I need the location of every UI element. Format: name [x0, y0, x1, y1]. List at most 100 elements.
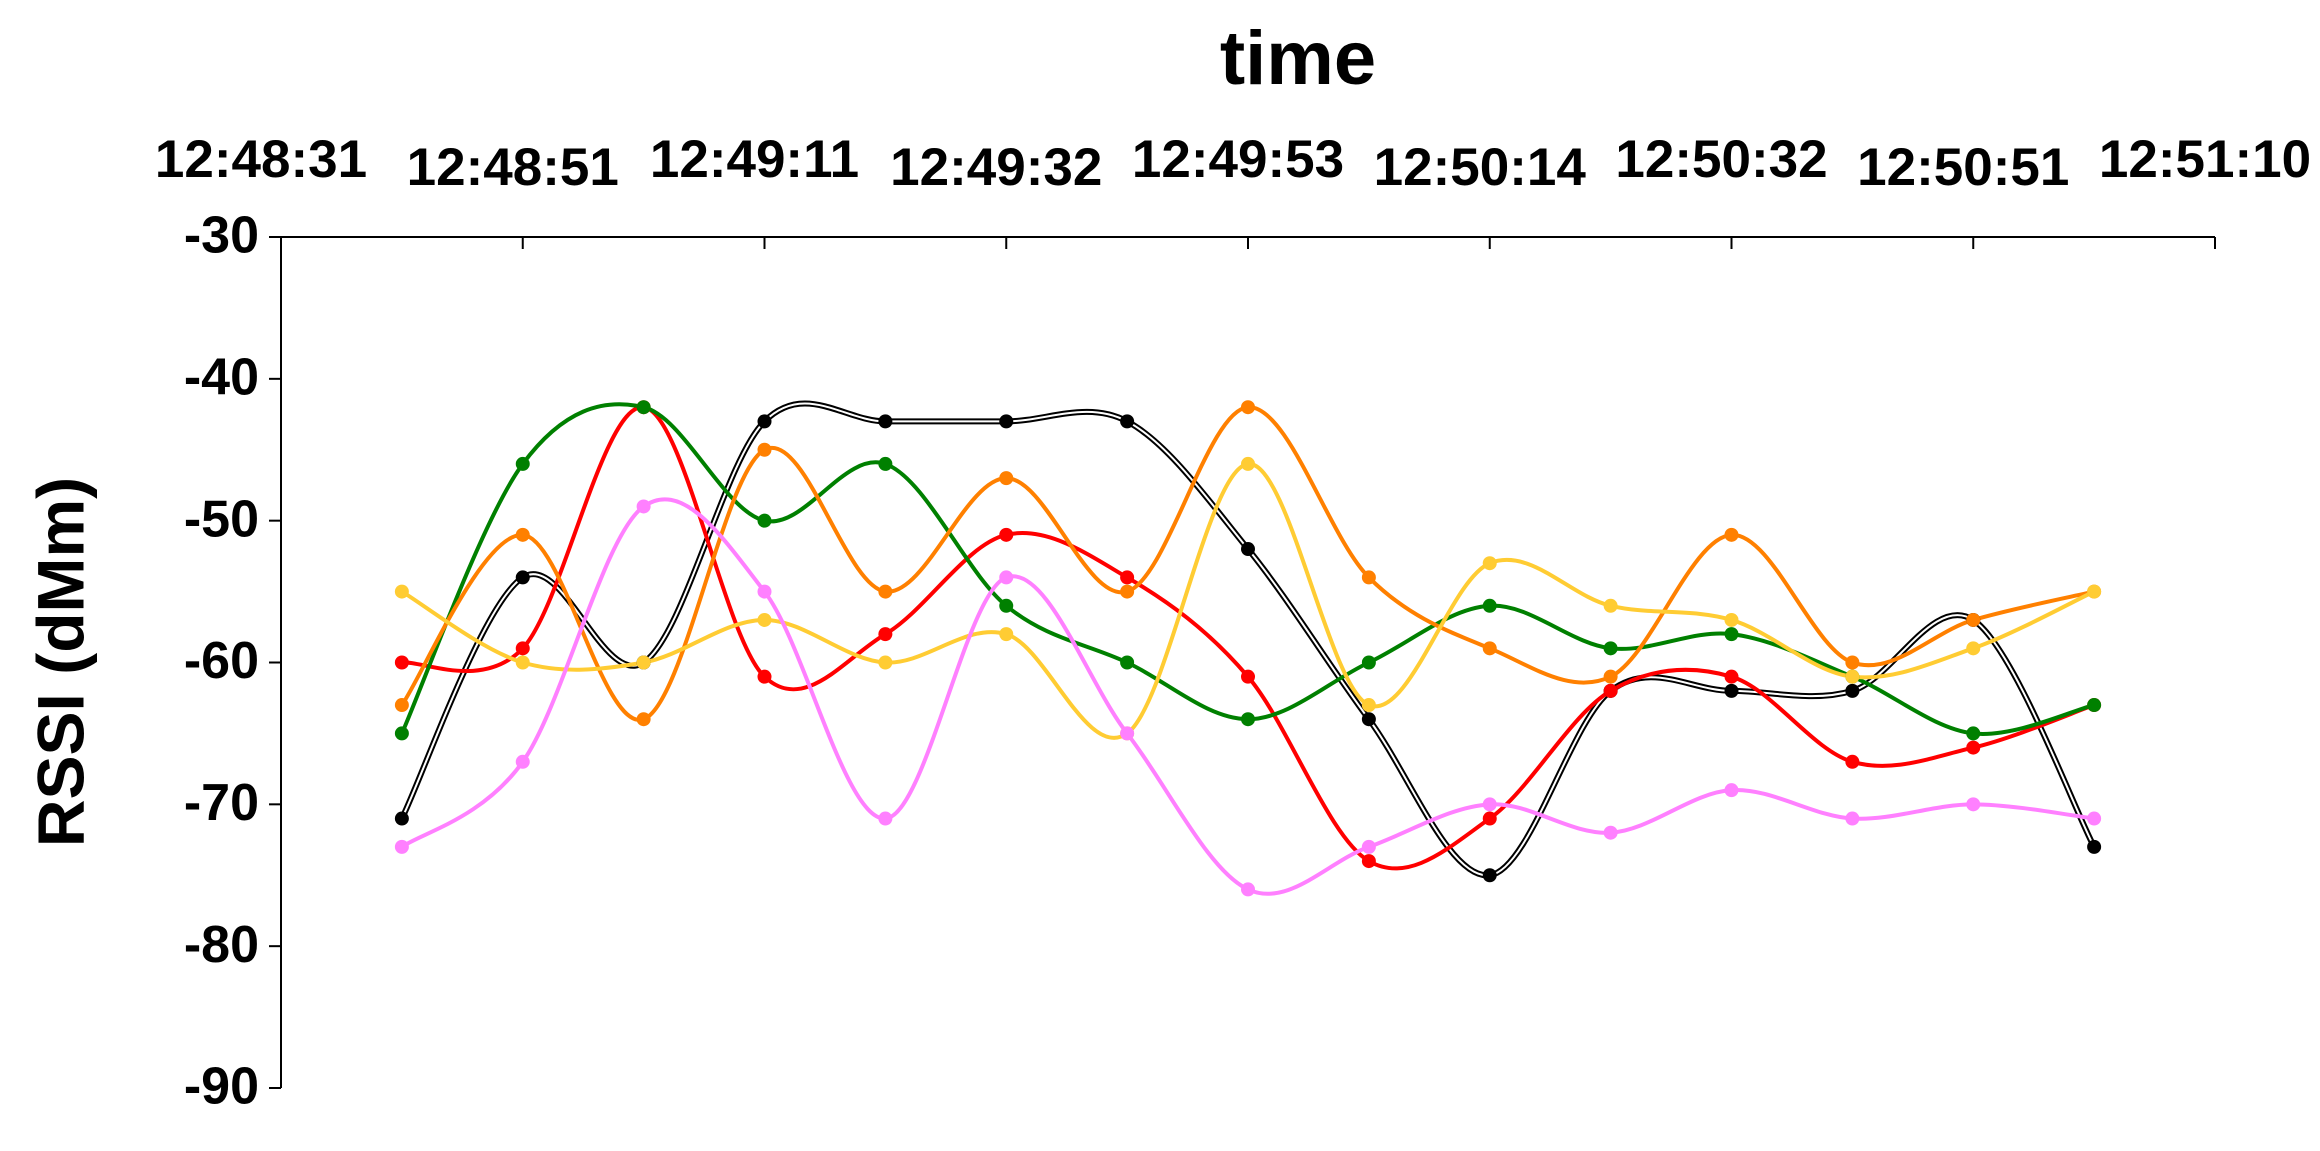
series-line [401, 405, 2095, 871]
y-tick-label: -40 [184, 349, 259, 407]
data-point [999, 627, 1014, 642]
data-point [1241, 712, 1255, 727]
x-tick-label: 12:50:14 [1374, 138, 1587, 197]
data-point [2087, 811, 2102, 826]
data-point [757, 612, 772, 627]
data-point [1845, 754, 1860, 769]
data-point [1241, 669, 1255, 684]
data-point [394, 584, 409, 599]
data-point [636, 655, 651, 670]
data-point [1361, 712, 1376, 727]
data-point [1966, 726, 1981, 741]
data-point [1845, 683, 1860, 698]
data-point [878, 811, 893, 826]
data-point [1724, 683, 1739, 698]
data-point [757, 513, 772, 528]
data-point [1241, 882, 1255, 897]
data-point [757, 669, 772, 684]
x-tick-label: 12:48:31 [155, 130, 367, 189]
data-point [2087, 584, 2102, 599]
data-point [515, 527, 530, 542]
data-point [1603, 598, 1618, 613]
data-point [1966, 641, 1981, 656]
y-tick-label: -30 [184, 207, 259, 265]
data-point [515, 754, 530, 769]
data-point [515, 456, 530, 471]
chart-title: time [1220, 16, 1376, 101]
data-point [999, 598, 1014, 613]
data-point [515, 641, 530, 656]
data-point [1845, 655, 1860, 670]
data-point [1724, 527, 1739, 542]
data-point [394, 839, 409, 854]
y-tick-label: -90 [184, 1058, 259, 1116]
data-point [999, 527, 1014, 542]
data-point [878, 655, 893, 670]
data-point [999, 471, 1014, 486]
y-axis-label: RSSI (dMm) [23, 477, 97, 847]
data-point [394, 655, 409, 670]
data-point [1361, 839, 1376, 854]
data-point [1966, 740, 1981, 755]
x-tick-label: 12:49:11 [650, 130, 859, 189]
data-point [636, 712, 651, 727]
data-point [1482, 811, 1497, 826]
data-point [1845, 669, 1860, 684]
x-tick-label: 12:50:32 [1615, 130, 1827, 189]
data-point [2087, 839, 2102, 854]
data-point [1603, 683, 1618, 698]
data-point [1482, 641, 1497, 656]
data-point [1361, 655, 1376, 670]
data-point [636, 499, 651, 514]
data-point [1120, 655, 1135, 670]
data-point [515, 655, 530, 670]
data-point [1724, 612, 1739, 627]
data-point [1724, 669, 1739, 684]
data-point [1724, 627, 1739, 642]
data-point [878, 414, 893, 429]
data-point [1603, 825, 1618, 840]
data-point [878, 456, 893, 471]
x-tick-label: 12:50:51 [1857, 138, 2069, 197]
series-line [400, 497, 2095, 896]
data-point [757, 584, 772, 599]
series-line-inner [400, 402, 2096, 877]
data-point [999, 570, 1014, 585]
series-line [400, 402, 2095, 736]
data-point [1482, 797, 1497, 812]
data-point [2087, 698, 2102, 713]
data-point [1241, 456, 1255, 471]
y-tick-label: -60 [184, 632, 259, 690]
data-point [1120, 726, 1135, 741]
data-point [878, 584, 893, 599]
data-point [1724, 783, 1739, 798]
data-point [1120, 570, 1135, 585]
y-tick-label: -50 [184, 490, 259, 548]
series-line [400, 461, 2095, 740]
data-point [878, 627, 893, 642]
data-point [1482, 598, 1497, 613]
data-point [1361, 698, 1376, 713]
data-point [394, 811, 409, 826]
x-tick-label: 12:49:32 [890, 138, 1102, 197]
data-point [1966, 797, 1981, 812]
data-point [1603, 669, 1618, 684]
data-point [1120, 584, 1135, 599]
x-tick-label: 12:49:53 [1132, 130, 1344, 189]
data-point [1361, 854, 1376, 869]
data-point [757, 414, 772, 429]
data-point [1482, 868, 1497, 883]
data-point [1120, 414, 1135, 429]
y-tick-label: -70 [184, 774, 259, 832]
x-tick-label: 12:48:51 [407, 138, 619, 197]
series-line [400, 405, 2095, 722]
series-line [399, 400, 2097, 879]
data-point [394, 726, 409, 741]
x-tick-label: 12:51:10 [2099, 130, 2311, 189]
data-point [1361, 570, 1376, 585]
data-point [1845, 811, 1860, 826]
data-point [636, 400, 651, 415]
data-point [1482, 556, 1497, 571]
data-point [757, 442, 772, 457]
